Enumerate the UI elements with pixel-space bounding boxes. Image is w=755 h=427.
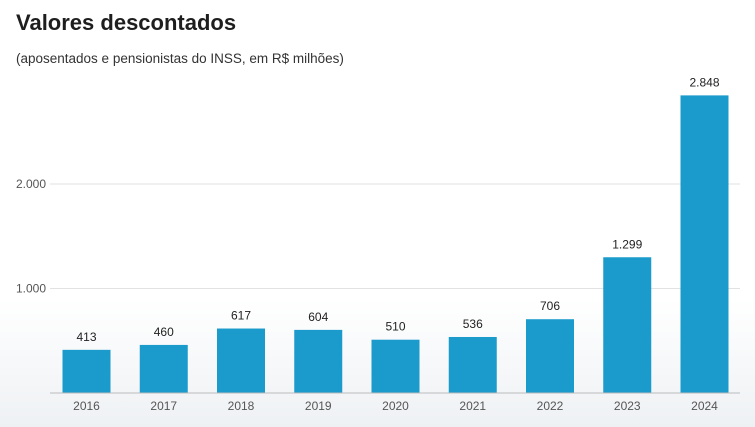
x-tick-label: 2016 (73, 399, 100, 413)
bar (62, 349, 111, 393)
data-label: 706 (540, 299, 560, 313)
x-tick-label: 2022 (537, 399, 564, 413)
bar (526, 319, 574, 393)
data-label: 536 (463, 317, 483, 331)
y-tick-label: 1.000 (16, 282, 46, 296)
chart-title: Valores descontados (16, 10, 237, 35)
bar (371, 339, 420, 393)
bar (448, 336, 497, 393)
chart-subtitle: (aposentados e pensionistas do INSS, em … (16, 51, 344, 66)
data-label: 1.299 (612, 237, 642, 251)
data-label: 2.848 (689, 75, 719, 89)
data-label: 460 (154, 325, 174, 339)
x-tick-label: 2021 (459, 399, 486, 413)
bar (294, 329, 343, 393)
bar (217, 328, 265, 393)
data-label: 604 (308, 310, 328, 324)
x-tick-label: 2018 (228, 399, 255, 413)
data-label: 510 (385, 320, 405, 334)
data-label: 413 (76, 330, 96, 344)
x-tick-label: 2019 (305, 399, 332, 413)
bar (680, 95, 729, 393)
y-tick-label: 2.000 (16, 177, 46, 191)
bar (603, 257, 652, 393)
x-tick-label: 2024 (691, 399, 718, 413)
x-tick-label: 2023 (614, 399, 641, 413)
bar (139, 344, 188, 393)
x-tick-label: 2020 (382, 399, 409, 413)
data-label: 617 (231, 309, 251, 323)
x-tick-label: 2017 (150, 399, 177, 413)
